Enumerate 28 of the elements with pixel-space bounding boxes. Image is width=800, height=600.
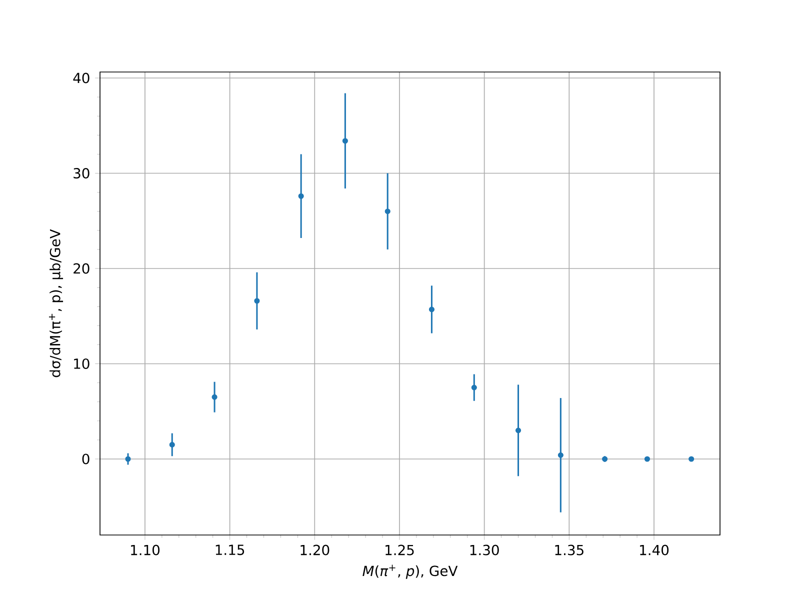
x-tick-label: 1.25 — [386, 544, 414, 556]
y-tick-label: 0 — [82, 454, 90, 464]
x-tick-label: 1.15 — [216, 544, 244, 556]
point — [688, 456, 694, 462]
x-tick-label: 1.35 — [555, 544, 584, 556]
y-axis-title: dσ/dM(π$^{+}$, p), μb/GeV — [48, 229, 64, 378]
x-tick-label: 1.20 — [300, 544, 330, 556]
point — [515, 428, 522, 434]
point — [125, 456, 131, 462]
point — [471, 384, 477, 390]
y-tick-label: 30 — [74, 168, 90, 178]
point — [644, 456, 650, 462]
point — [169, 442, 175, 448]
x-axis-title: M(π$^{+}$, p), GeV — [362, 564, 458, 579]
point — [298, 193, 304, 199]
y-tick-label: 40 — [73, 72, 90, 84]
point — [602, 456, 608, 462]
point — [342, 138, 348, 144]
x-tick-label: 1.40 — [640, 544, 669, 556]
y-tick-label: 20 — [74, 263, 90, 274]
point — [254, 298, 260, 304]
point — [212, 394, 218, 400]
y-tick-label: 10 — [74, 358, 90, 369]
point — [384, 208, 390, 214]
x-tick-label: 1.30 — [470, 544, 499, 556]
x-tick-label: 1.10 — [131, 544, 160, 556]
point — [558, 452, 564, 458]
point — [428, 306, 434, 312]
